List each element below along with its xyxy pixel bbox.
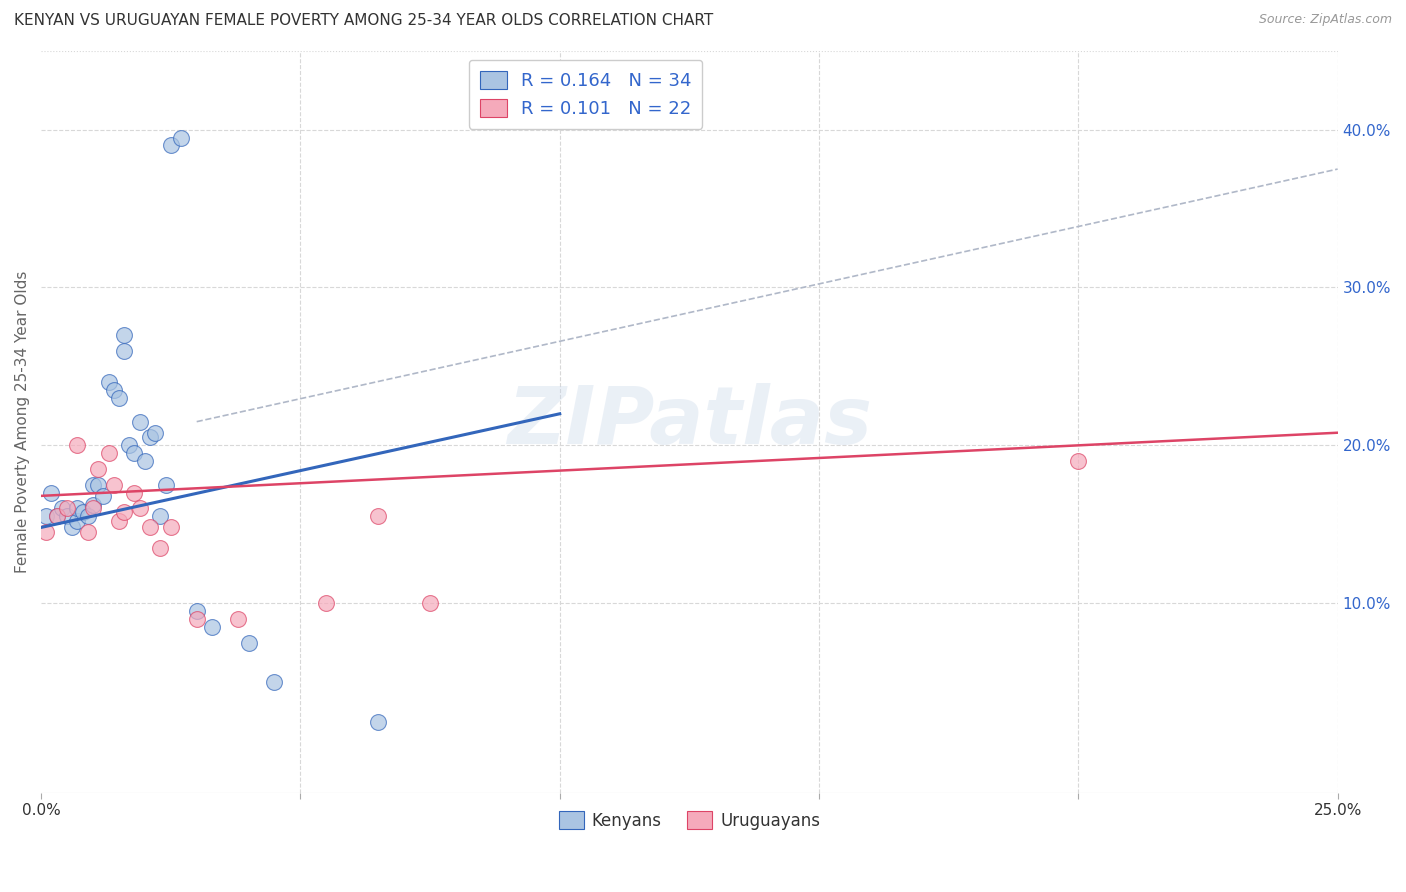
Point — [60, 520, 83, 534]
Point — [112, 505, 135, 519]
Text: Source: ZipAtlas.com: Source: ZipAtlas.com — [1258, 13, 1392, 27]
Point — [35, 509, 58, 524]
Point — [45, 509, 67, 524]
Point — [35, 525, 58, 540]
Point — [103, 478, 125, 492]
Text: ZIPatlas: ZIPatlas — [508, 383, 872, 460]
Point — [41, 485, 63, 500]
Point — [170, 130, 193, 145]
Point — [66, 438, 89, 452]
Point — [128, 415, 150, 429]
Point — [93, 489, 115, 503]
Point — [72, 505, 94, 519]
Point — [155, 478, 177, 492]
Point — [128, 501, 150, 516]
Point — [87, 478, 110, 492]
Point — [45, 509, 67, 524]
Point — [87, 462, 110, 476]
Point — [139, 520, 162, 534]
Legend: Kenyans, Uruguayans: Kenyans, Uruguayans — [553, 805, 827, 837]
Point — [97, 375, 120, 389]
Point — [149, 541, 172, 555]
Point — [124, 485, 146, 500]
Point — [82, 501, 104, 516]
Point — [76, 525, 98, 540]
Point — [201, 620, 224, 634]
Point — [97, 446, 120, 460]
Point — [186, 604, 208, 618]
Point — [238, 635, 260, 649]
Point — [149, 509, 172, 524]
Point — [134, 454, 156, 468]
Point — [108, 391, 131, 405]
Point — [66, 501, 89, 516]
Point — [112, 343, 135, 358]
Point — [124, 446, 146, 460]
Point — [76, 509, 98, 524]
Point — [56, 501, 79, 516]
Point — [139, 430, 162, 444]
Point — [159, 520, 181, 534]
Point — [66, 514, 89, 528]
Point — [159, 138, 181, 153]
Text: KENYAN VS URUGUAYAN FEMALE POVERTY AMONG 25-34 YEAR OLDS CORRELATION CHART: KENYAN VS URUGUAYAN FEMALE POVERTY AMONG… — [14, 13, 713, 29]
Point — [108, 514, 131, 528]
Point — [186, 612, 208, 626]
Point — [367, 509, 389, 524]
Point — [82, 478, 104, 492]
Point — [1067, 454, 1090, 468]
Point — [103, 383, 125, 397]
Y-axis label: Female Poverty Among 25-34 Year Olds: Female Poverty Among 25-34 Year Olds — [15, 270, 30, 573]
Point — [419, 596, 441, 610]
Point — [226, 612, 249, 626]
Point — [263, 675, 285, 690]
Point — [118, 438, 141, 452]
Point — [315, 596, 337, 610]
Point — [112, 327, 135, 342]
Point — [56, 509, 79, 524]
Point — [143, 425, 166, 440]
Point — [51, 501, 73, 516]
Point — [82, 499, 104, 513]
Point — [367, 714, 389, 729]
